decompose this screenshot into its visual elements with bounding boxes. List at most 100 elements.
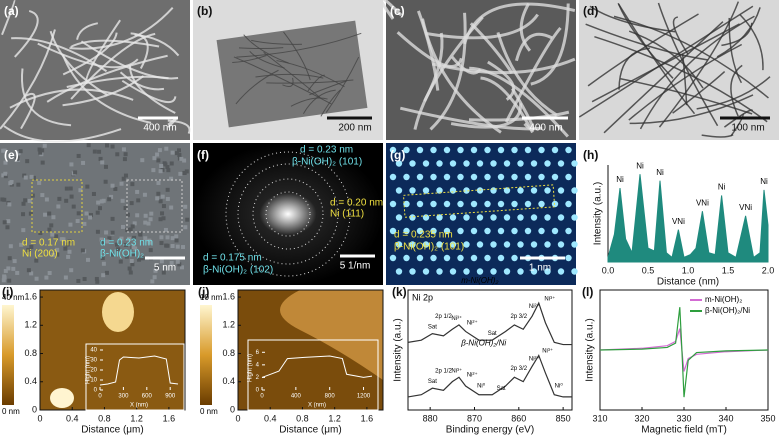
texture (14, 9, 39, 58)
texture (23, 198, 28, 203)
texture (457, 200, 464, 208)
texture (476, 214, 484, 221)
texture (95, 229, 100, 234)
texture (121, 79, 177, 104)
texture (100, 255, 105, 260)
texture (169, 260, 174, 265)
texture (97, 149, 102, 154)
texture (3, 174, 8, 179)
y-tick-label: 0.4 (222, 376, 235, 386)
peak-annotation: 2p 3/2 (510, 366, 527, 372)
panel-label: (e) (4, 148, 19, 162)
plot-frame (407, 289, 573, 411)
texture (617, 3, 674, 79)
y-tick-label: 2 (256, 375, 260, 381)
y-tick-label: 0.8 (24, 348, 37, 358)
texture (100, 240, 105, 245)
texture (101, 261, 106, 266)
texture (143, 236, 148, 241)
x-tick-label: 1.2 (328, 413, 341, 423)
texture (50, 388, 74, 408)
texture (40, 160, 45, 165)
texture (436, 268, 443, 275)
texture (121, 176, 126, 181)
texture (551, 200, 559, 208)
texture (82, 221, 87, 226)
x-axis-label: Distance (μm) (279, 425, 341, 436)
texture (551, 146, 559, 154)
texture (123, 173, 128, 178)
texture (544, 214, 551, 221)
peak-label: Ni (760, 177, 768, 186)
texture (115, 152, 120, 157)
texture (50, 232, 55, 237)
texture (490, 241, 497, 248)
texture (81, 160, 86, 165)
texture (26, 268, 31, 273)
texture (128, 270, 133, 275)
texture (463, 160, 470, 167)
texture (551, 227, 559, 235)
texture (116, 247, 121, 252)
texture (40, 193, 45, 198)
texture (251, 39, 302, 45)
texture (103, 164, 108, 169)
texture (282, 77, 294, 87)
texture (54, 234, 59, 239)
texture (565, 200, 572, 208)
texture (113, 186, 118, 191)
texture (430, 173, 437, 181)
texture (19, 242, 24, 247)
texture (0, 197, 5, 202)
texture (183, 225, 188, 230)
texture (470, 254, 478, 262)
texture (136, 198, 141, 203)
texture (132, 235, 137, 240)
x-tick-label: 0 (260, 394, 264, 400)
texture (135, 213, 140, 218)
texture (126, 179, 183, 233)
texture (119, 71, 165, 91)
texture (122, 157, 127, 162)
texture (44, 197, 49, 202)
texture (73, 170, 78, 175)
texture (716, 7, 761, 58)
texture (9, 180, 14, 185)
texture (395, 187, 403, 194)
texture (739, 14, 764, 71)
texture (403, 200, 410, 208)
texture (128, 227, 133, 232)
annotation: β-Ni(OH)₂ (102) (203, 265, 273, 276)
panel-label: (h) (583, 148, 598, 162)
texture (110, 252, 115, 257)
y-tick-label: 4 (256, 362, 260, 368)
texture (135, 189, 140, 194)
y-axis-label: Intensity (a.u.) (393, 318, 404, 381)
texture (557, 268, 565, 275)
texture (480, 76, 534, 134)
colorbar-label: 10 nm (200, 293, 223, 302)
x-tick-label: 310 (592, 413, 607, 423)
texture (67, 239, 72, 244)
texture (174, 151, 179, 156)
texture (80, 40, 179, 80)
annotation: d = 0.17 nm (22, 238, 75, 249)
texture (290, 97, 328, 107)
texture (55, 247, 60, 252)
texture (69, 268, 74, 273)
peak-annotation: Ni³⁺ (544, 295, 555, 302)
texture (99, 199, 104, 204)
texture (29, 271, 34, 276)
texture (175, 259, 180, 264)
texture (57, 196, 62, 201)
texture (658, 1, 740, 128)
texture (165, 196, 170, 201)
texture (110, 230, 115, 235)
texture (416, 146, 424, 154)
texture (484, 173, 491, 181)
texture (147, 240, 152, 245)
texture (396, 31, 463, 68)
texture (155, 152, 160, 157)
texture (497, 173, 505, 181)
